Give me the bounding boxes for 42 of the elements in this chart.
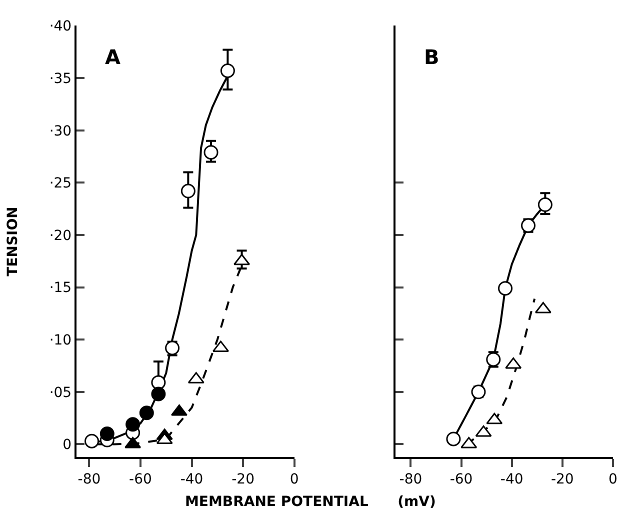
y-tick-label: ·05 [49,384,72,401]
y-tick-label: ·15 [49,280,72,296]
point [505,357,522,369]
x-tick-label: -20 [550,472,574,488]
point [498,281,513,296]
point [180,184,196,198]
point [100,426,114,441]
point [124,436,142,448]
y-tick-label: ·40 [49,18,72,35]
x-tick-label: 0 [290,472,299,488]
x-tick-label: -60 [450,472,473,488]
point [126,417,140,432]
y-tick-label: ·10 [49,332,72,348]
point [460,436,478,448]
x-tick-label: -40 [500,472,524,488]
text: A [105,45,121,69]
y-tick-label: ·25 [49,176,72,192]
point [538,197,552,212]
y-tick-label: ·35 [49,70,72,87]
x-axis-title: MEMBRANE POTENTIAL (mV) [185,494,436,510]
x-tick-label: 0 [608,472,618,488]
point [234,254,250,266]
y-tick-label: ·20 [49,228,72,244]
x-tick-label: -60 [129,472,152,488]
x-tick-label: -20 [232,472,254,488]
point [84,434,100,448]
x-tick-label: -80 [78,472,101,488]
point [220,63,235,78]
point [151,386,166,402]
point [486,412,503,424]
y-tick-label: ·30 [49,123,72,140]
y-tick-label: 0 [62,437,72,454]
x-tick-label: -80 [399,472,422,488]
point [446,432,461,446]
point [156,432,173,444]
text: B [424,45,440,69]
point [204,145,218,160]
point [475,425,492,437]
y-axis-title: TENSION [4,206,21,276]
point [151,375,166,390]
x-tick-label: -40 [180,472,204,488]
point [139,406,154,420]
